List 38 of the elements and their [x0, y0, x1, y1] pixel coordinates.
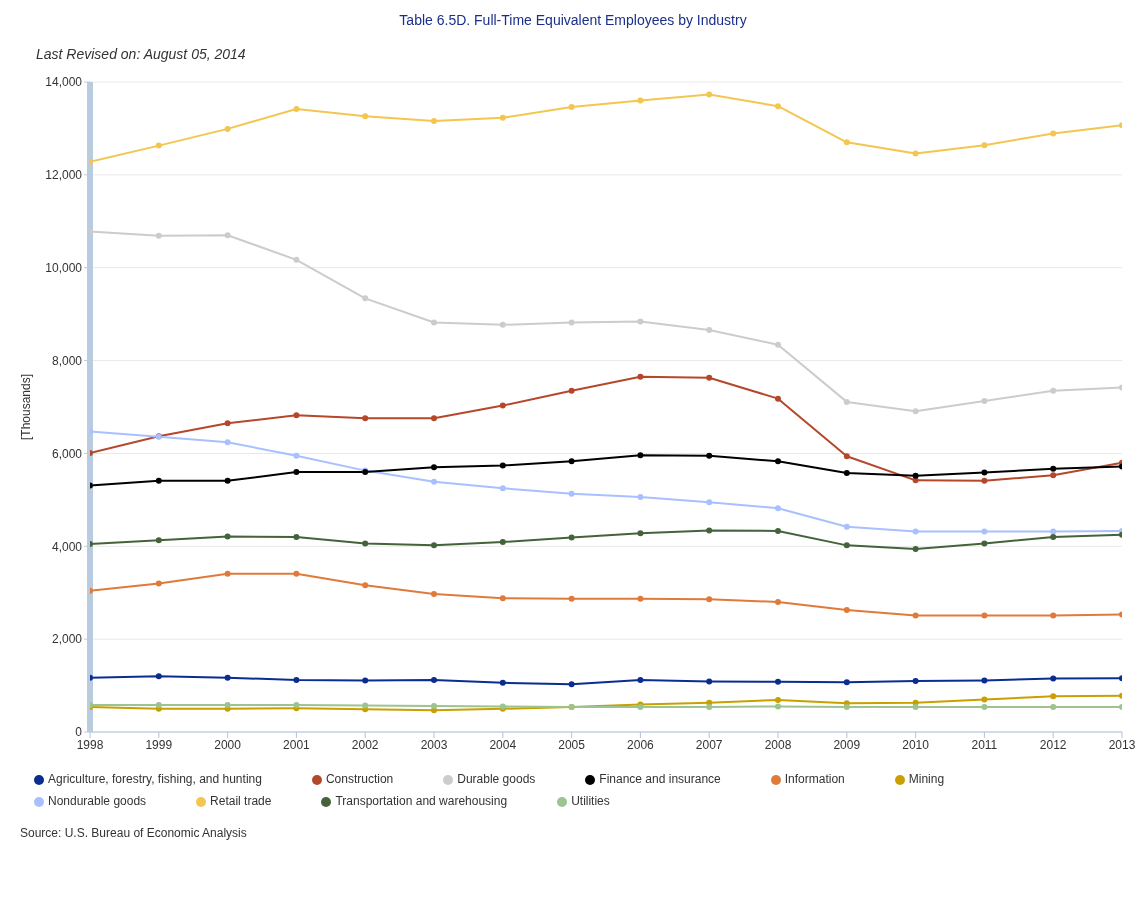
- chart-title: Table 6.5D. Full-Time Equivalent Employees by Industry: [398, 12, 748, 28]
- x-tick-label: 2000: [214, 737, 242, 752]
- legend-label: Nondurable goods: [48, 794, 147, 808]
- y-tick-label: 0: [75, 725, 83, 740]
- x-tick-label: 2004: [489, 737, 517, 752]
- legend-label: Retail trade: [210, 794, 272, 808]
- legend-label: Finance and insurance: [599, 772, 721, 786]
- x-tick-label: 2007: [695, 737, 723, 752]
- legend-label: Mining: [908, 772, 945, 786]
- y-axis-title: [Thousands]: [19, 373, 34, 441]
- x-tick-label: 2005: [558, 737, 586, 752]
- legend-label: Information: [784, 772, 845, 786]
- x-tick-label: 1999: [145, 737, 173, 752]
- legend-label: Agriculture, forestry, fishing, and hunting: [48, 772, 262, 786]
- x-tick-label: 2002: [351, 737, 379, 752]
- y-tick-label: 6,000: [51, 446, 83, 461]
- x-tick-label: 2006: [627, 737, 655, 752]
- legend-label: Utilities: [571, 794, 610, 808]
- x-tick-label: 2009: [833, 737, 861, 752]
- legend-label: Construction: [325, 772, 394, 786]
- x-tick-label: 2012: [1039, 737, 1067, 752]
- y-tick-label: 10,000: [45, 260, 83, 275]
- y-tick-label: 14,000: [45, 75, 83, 90]
- x-tick-label: 2001: [283, 737, 311, 752]
- y-tick-label: 8,000: [51, 353, 83, 368]
- y-tick-label: 2,000: [51, 632, 83, 647]
- legend-label: Durable goods: [457, 772, 536, 786]
- x-tick-label: 2011: [971, 737, 998, 752]
- x-tick-label: 1998: [76, 737, 104, 752]
- chart-subtitle: Last Revised on: August 05, 2014: [36, 46, 247, 62]
- x-tick-label: 2010: [902, 737, 930, 752]
- x-tick-label: 2008: [764, 737, 792, 752]
- y-tick-label: 12,000: [45, 168, 83, 183]
- legend-label: Transportation and warehousing: [335, 794, 508, 808]
- source-note: Source: U.S. Bureau of Economic Analysis: [20, 826, 248, 840]
- x-tick-label: 2013: [1108, 737, 1136, 752]
- y-tick-label: 4,000: [51, 539, 83, 554]
- x-tick-label: 2003: [420, 737, 448, 752]
